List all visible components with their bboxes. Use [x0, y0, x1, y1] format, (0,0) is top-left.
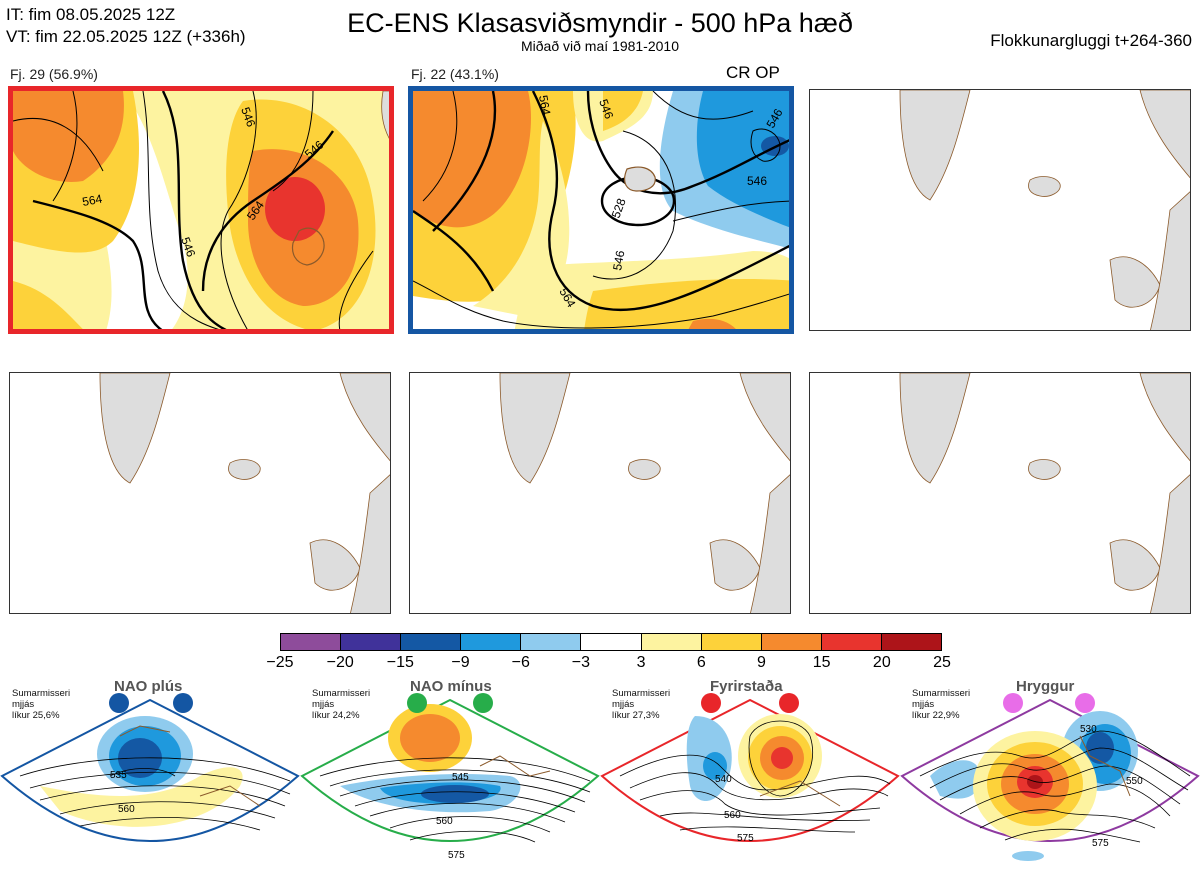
cluster-2-label: Fj. 22 (43.1%): [411, 66, 499, 82]
page-subtitle: Miðað við maí 1981-2010: [521, 38, 679, 54]
colorbar-segment: [281, 634, 342, 650]
colorbar-tick-label: 20: [872, 654, 891, 671]
contour-label: 546: [596, 97, 616, 121]
colorbar-tick-label: −9: [451, 654, 470, 671]
regime-contour-label: 550: [1126, 776, 1143, 787]
colorbar-segment: [761, 634, 822, 650]
regime-contour-label: 575: [448, 850, 465, 861]
colorbar-segment: [521, 634, 582, 650]
regime-contour-label: 545: [452, 772, 469, 783]
colorbar-tick-label: −20: [326, 654, 354, 671]
empty-map-panel: [809, 372, 1191, 614]
colorbar-tick-label: 9: [757, 654, 766, 671]
cluster-1-label: Fj. 29 (56.9%): [10, 66, 98, 82]
contour-label: 546: [178, 235, 198, 259]
colorbar-segment: [881, 634, 942, 650]
valid-time: VT: fim 22.05.2025 12Z (+336h): [6, 27, 246, 46]
regime-contour-label: 560: [118, 804, 135, 815]
colorbar-segment: [341, 634, 402, 650]
regime-contour-label: 575: [737, 833, 754, 844]
regime-info: Sumarmisseri mjjás líkur 27,3%: [612, 688, 671, 721]
empty-map-panel: [409, 372, 791, 614]
regime-blocking: 540 560 575 Fyrirstaða Sumarmisseri mjjá…: [600, 676, 900, 871]
regime-contour-label: 560: [724, 810, 741, 821]
colorbar-tick-label: 25: [933, 654, 951, 671]
colorbar-segment: [701, 634, 762, 650]
cluster-panel-2: 564 546 546 528 546 564 546 582: [408, 86, 794, 334]
colorbar-segment: [581, 634, 642, 650]
colorbar-tick-label: −15: [386, 654, 414, 671]
colorbar-tick-label: 6: [696, 654, 706, 671]
contour-label: 564: [536, 94, 553, 116]
colorbar-segment: [641, 634, 702, 650]
colorbar-segment: [461, 634, 522, 650]
colorbar-tick-label: −3: [571, 654, 591, 671]
contour-label: 546: [238, 105, 258, 129]
contour-label: 564: [81, 192, 103, 209]
colorbar-tick-label: −6: [511, 654, 530, 671]
regime-contour-label: 575: [1092, 838, 1109, 849]
init-time: IT: fim 08.05.2025 12Z: [6, 5, 176, 24]
regime-info: Sumarmisseri mjjás líkur 22,9%: [912, 688, 971, 721]
regime-title: NAO plús: [114, 678, 183, 695]
regime-info: Sumarmisseri mjjás líkur 25,6%: [12, 688, 71, 721]
empty-map-panel: [9, 372, 391, 614]
contour-label: 546: [747, 174, 767, 188]
regime-title: NAO mínus: [410, 678, 492, 695]
regime-title: Hryggur: [1016, 678, 1075, 695]
contour-label: 528: [609, 196, 629, 220]
cluster-panel-1: 546 564 546 564 546: [8, 86, 394, 334]
colorbar-tick-label: 15: [812, 654, 831, 671]
empty-map-panel: [809, 89, 1191, 331]
classification-window: Flokkunargluggi t+264-360: [990, 31, 1192, 50]
header-info: IT: fim 08.05.2025 12Z VT: fim 22.05.202…: [6, 4, 246, 48]
cluster-2-badge: CR OP: [726, 63, 780, 82]
contour-label: 546: [610, 249, 627, 271]
colorbar-segment: [821, 634, 882, 650]
colorbar: [280, 633, 942, 651]
regime-info: Sumarmisseri mjjás líkur 24,2%: [312, 688, 371, 721]
regime-contour-label: 530: [1080, 724, 1097, 735]
regime-nao-plus: 535 560 NAO plús Sumarmisseri mjjás líku…: [0, 676, 300, 871]
colorbar-tick-label: 3: [636, 654, 646, 671]
regime-contour-label: 560: [436, 816, 453, 827]
colorbar-segment: [401, 634, 462, 650]
regime-nao-minus: 545 560 575 NAO mínus Sumarmisseri mjjás…: [300, 676, 600, 871]
colorbar-ticks: −25 −20 −15 −9 −6 −3 3 6 9 15 20 25: [0, 654, 1200, 674]
colorbar-tick-label: −25: [266, 654, 294, 671]
regime-contour-label: 540: [715, 774, 732, 785]
regime-contour-label: 535: [110, 770, 127, 781]
regime-ridge: 530 550 575 Hryggur Sumarmisseri mjjás l…: [900, 676, 1200, 871]
page-title: EC-ENS Klasasviðsmyndir - 500 hPa hæð: [347, 8, 853, 38]
contour-label: 582: [723, 328, 743, 334]
regime-title: Fyrirstaða: [710, 678, 783, 695]
